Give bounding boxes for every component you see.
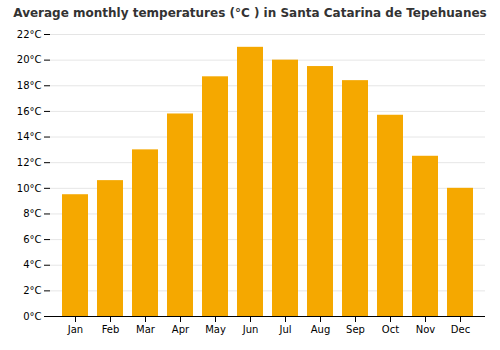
svg-text:Mar: Mar xyxy=(136,324,156,335)
svg-text:18°C: 18°C xyxy=(17,80,42,91)
svg-text:16°C: 16°C xyxy=(17,106,42,117)
svg-text:Dec: Dec xyxy=(451,324,470,335)
svg-text:May: May xyxy=(205,324,226,335)
svg-text:2°C: 2°C xyxy=(23,285,41,296)
svg-text:Sep: Sep xyxy=(346,324,365,335)
svg-text:14°C: 14°C xyxy=(17,131,42,142)
svg-text:8°C: 8°C xyxy=(23,208,41,219)
svg-text:10°C: 10°C xyxy=(17,183,42,194)
html-text:Average monthly temperatures (: Average monthly temperatures (°C ) in Sa… xyxy=(13,6,487,20)
svg-text:20°C: 20°C xyxy=(17,54,42,65)
svg-text:6°C: 6°C xyxy=(23,234,41,245)
svg-text:12°C: 12°C xyxy=(17,157,42,168)
svg-text:Feb: Feb xyxy=(102,324,120,335)
svg-text:Apr: Apr xyxy=(172,324,190,335)
svg-text:Nov: Nov xyxy=(416,324,436,335)
svg-text:Jun: Jun xyxy=(242,324,259,335)
svg-text:0°C: 0°C xyxy=(23,311,41,322)
svg-text:Jan: Jan xyxy=(67,324,83,335)
svg-text:Jul: Jul xyxy=(278,324,291,335)
svg-text:Oct: Oct xyxy=(382,324,399,335)
svg-text:22°C: 22°C xyxy=(17,29,42,40)
svg-text:Aug: Aug xyxy=(311,324,331,335)
svg-text:4°C: 4°C xyxy=(23,259,41,270)
